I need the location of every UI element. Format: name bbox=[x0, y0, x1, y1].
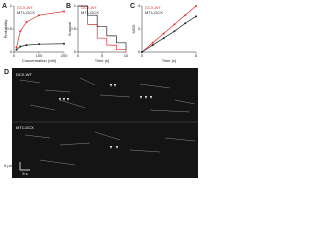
panel-label: C bbox=[130, 3, 135, 10]
legend-entry: DCX-WT bbox=[81, 5, 98, 10]
y-tick-label: 1 bbox=[10, 3, 13, 8]
point bbox=[173, 23, 176, 26]
y-tick-label: 1 bbox=[74, 3, 77, 8]
scale-label: 5 µm bbox=[4, 163, 14, 168]
y-axis-label: MSD bbox=[131, 24, 136, 33]
y-tick-label: 4 bbox=[138, 3, 141, 8]
y-tick-label: 0.5 bbox=[70, 26, 76, 31]
x-tick-label: 0 bbox=[141, 53, 144, 58]
kymo-label: MT1-DCX bbox=[16, 125, 34, 130]
series-line bbox=[141, 16, 197, 53]
panel-label: D bbox=[4, 69, 9, 76]
point bbox=[15, 48, 18, 51]
point bbox=[19, 30, 22, 33]
point bbox=[184, 14, 187, 17]
legend-entry: MT1-DCX bbox=[145, 10, 163, 15]
y-tick-label: 0 bbox=[74, 49, 77, 54]
point bbox=[25, 44, 28, 47]
point bbox=[195, 15, 197, 18]
legend-entry: DCX-WT bbox=[145, 5, 162, 10]
point bbox=[38, 43, 40, 46]
y-tick-label: 0.5 bbox=[6, 26, 12, 31]
point bbox=[151, 41, 154, 44]
kymograph-streaks bbox=[19, 77, 196, 166]
x-tick-label: 200 bbox=[61, 53, 68, 58]
point bbox=[162, 32, 165, 35]
point bbox=[162, 37, 165, 40]
point bbox=[173, 30, 176, 33]
x-tick-label: 5 bbox=[195, 53, 198, 58]
x-tick-label: 5 bbox=[101, 53, 104, 58]
series-line bbox=[78, 5, 127, 52]
y-axis-label: Probability bbox=[3, 20, 8, 39]
point bbox=[15, 46, 18, 49]
x-tick-label: 0 bbox=[13, 53, 16, 58]
kymo-label: DCX-WT bbox=[16, 72, 33, 77]
legend-entry: DCX-WT bbox=[17, 5, 34, 10]
point bbox=[151, 44, 154, 47]
x-tick-label: 100 bbox=[36, 53, 43, 58]
point bbox=[63, 42, 65, 45]
panel-label: B bbox=[66, 3, 71, 10]
x-axis-label: Time (s) bbox=[162, 58, 177, 63]
panel-label: A bbox=[2, 3, 7, 10]
y-tick-label: 0 bbox=[138, 49, 141, 54]
point bbox=[184, 22, 187, 25]
y-tick-label: 0 bbox=[10, 49, 13, 54]
x-tick-label: 0 bbox=[77, 53, 80, 58]
series-line bbox=[16, 11, 65, 48]
point bbox=[63, 10, 65, 13]
point bbox=[25, 21, 28, 24]
legend-entry: MT1-DCX bbox=[81, 10, 99, 15]
legend-entry: MT1-DCX bbox=[17, 10, 35, 15]
series-line bbox=[141, 5, 197, 53]
series-line bbox=[16, 43, 65, 50]
x-axis-label: Time (s) bbox=[95, 58, 110, 63]
point bbox=[141, 51, 143, 53]
point bbox=[195, 5, 197, 7]
figure: D DCX-WT MT1-DCX 5 µm 5 s A00.510 100 200C… bbox=[2, 3, 198, 178]
scale-label: 5 s bbox=[22, 171, 27, 176]
arrows bbox=[59, 84, 152, 149]
kymograph-panel bbox=[12, 68, 198, 178]
series-line bbox=[78, 5, 127, 50]
y-tick-label: 2 bbox=[138, 26, 141, 31]
x-tick-label: 10 bbox=[124, 53, 129, 58]
x-axis-label: Concentration (nM) bbox=[22, 58, 57, 63]
y-axis-label: Survival bbox=[67, 22, 72, 36]
point bbox=[19, 45, 22, 48]
point bbox=[38, 14, 40, 17]
